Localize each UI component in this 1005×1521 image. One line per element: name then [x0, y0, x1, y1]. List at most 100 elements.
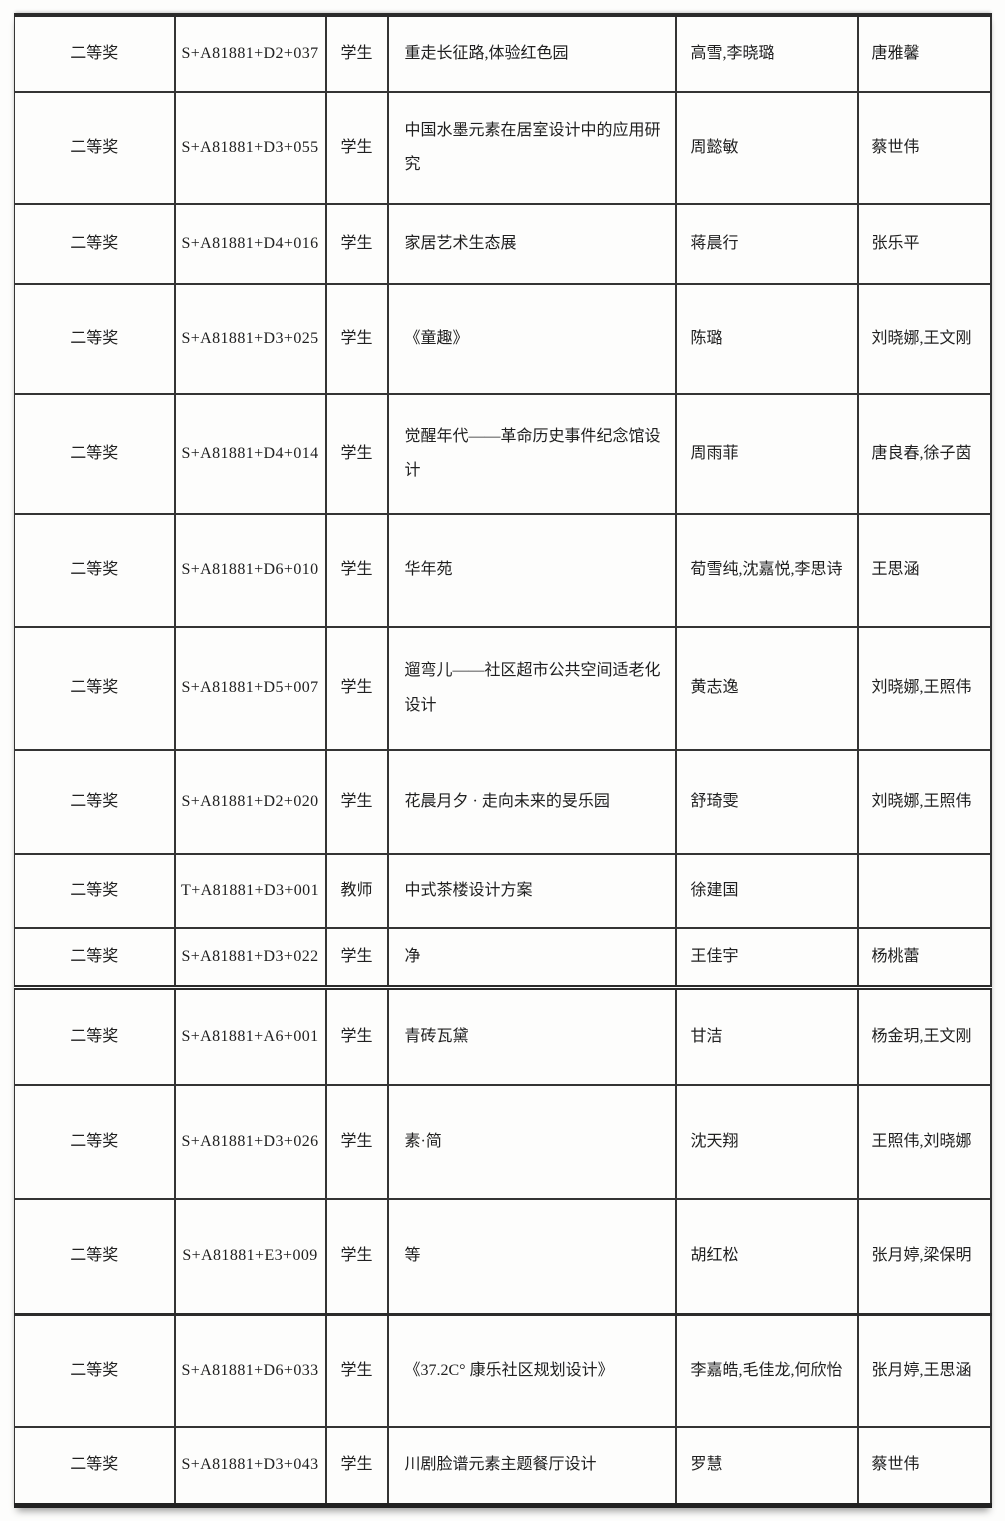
- identity-cell: 学生: [324, 1084, 389, 1200]
- identity-cell: 学生: [324, 393, 389, 515]
- advisors-cell: 杨桃蕾: [856, 927, 992, 990]
- authors-cell: 甘洁: [674, 986, 859, 1086]
- code-cell: S+A81881+D6+033: [173, 1313, 327, 1428]
- award-cell: 二等奖: [14, 1084, 176, 1200]
- identity-cell: 教师: [324, 853, 389, 929]
- award-cell: 二等奖: [14, 393, 176, 515]
- table-row: 二等奖 S+A81881+D6+010 学生 华年苑 荀雪纯,沈嘉悦,李思诗 王…: [14, 513, 992, 628]
- authors-cell: 蒋晨行: [674, 203, 859, 285]
- title-cell: 青砖瓦黛: [386, 986, 677, 1086]
- advisors-cell: [856, 853, 992, 929]
- advisors-cell: 蔡世伟: [856, 91, 992, 205]
- table-row: 二等奖 T+A81881+D3+001 教师 中式茶楼设计方案 徐建国: [14, 853, 992, 929]
- table-row: 二等奖 S+A81881+D3+026 学生 素·简 沈天翔 王照伟,刘晓娜: [14, 1084, 992, 1200]
- code-cell: S+A81881+D6+010: [173, 513, 327, 628]
- advisors-cell: 刘晓娜,王文刚: [856, 283, 992, 395]
- authors-cell: 荀雪纯,沈嘉悦,李思诗: [674, 513, 859, 628]
- advisors-cell: 张月婷,梁保明: [856, 1198, 992, 1316]
- table-row: 二等奖 S+A81881+D5+007 学生 遛弯儿——社区超市公共空间适老化设…: [14, 626, 992, 751]
- title-cell: 等: [386, 1198, 677, 1316]
- identity-cell: 学生: [324, 283, 389, 395]
- code-cell: S+A81881+D5+007: [173, 626, 327, 751]
- title-cell: 中式茶楼设计方案: [386, 853, 677, 929]
- advisors-cell: 张月婷,王思涵: [856, 1313, 992, 1428]
- table-row: 二等奖 S+A81881+E3+009 学生 等 胡红松 张月婷,梁保明: [14, 1198, 992, 1316]
- authors-cell: 高雪,李晓璐: [674, 13, 859, 93]
- authors-cell: 陈璐: [674, 283, 859, 395]
- table-row: 二等奖 S+A81881+D3+022 学生 净 王佳宇 杨桃蕾: [14, 927, 992, 990]
- identity-cell: 学生: [324, 203, 389, 285]
- code-cell: S+A81881+D4+014: [173, 393, 327, 515]
- authors-cell: 王佳宇: [674, 927, 859, 990]
- identity-cell: 学生: [324, 1313, 389, 1428]
- code-cell: S+A81881+D3+055: [173, 91, 327, 205]
- title-cell: 《童趣》: [386, 283, 677, 395]
- code-cell: S+A81881+D3+043: [173, 1426, 327, 1508]
- award-cell: 二等奖: [14, 1426, 176, 1508]
- award-cell: 二等奖: [14, 1313, 176, 1428]
- advisors-cell: 蔡世伟: [856, 1426, 992, 1508]
- code-cell: S+A81881+D2+020: [173, 749, 327, 855]
- title-cell: 素·简: [386, 1084, 677, 1200]
- advisors-cell: 王思涵: [856, 513, 992, 628]
- table-row: 二等奖 S+A81881+D2+020 学生 花晨月夕 · 走向未来的旻乐园 舒…: [14, 749, 992, 855]
- table-row: 二等奖 S+A81881+D4+016 学生 家居艺术生态展 蒋晨行 张乐平: [14, 203, 992, 285]
- advisors-cell: 刘晓娜,王照伟: [856, 626, 992, 751]
- award-cell: 二等奖: [14, 513, 176, 628]
- table-row: 二等奖 S+A81881+D3+043 学生 川剧脸谱元素主题餐厅设计 罗慧 蔡…: [14, 1426, 992, 1508]
- identity-cell: 学生: [324, 13, 389, 93]
- advisors-cell: 杨金玥,王文刚: [856, 986, 992, 1086]
- advisors-cell: 王照伟,刘晓娜: [856, 1084, 992, 1200]
- table-row: 二等奖 S+A81881+D6+033 学生 《37.2C° 康乐社区规划设计》…: [14, 1313, 992, 1428]
- title-cell: 觉醒年代——革命历史事件纪念馆设计: [386, 393, 677, 515]
- advisors-cell: 唐雅馨: [856, 13, 992, 93]
- award-cell: 二等奖: [14, 91, 176, 205]
- award-cell: 二等奖: [14, 927, 176, 990]
- identity-cell: 学生: [324, 749, 389, 855]
- title-cell: 华年苑: [386, 513, 677, 628]
- identity-cell: 学生: [324, 626, 389, 751]
- advisors-cell: 唐良春,徐子茵: [856, 393, 992, 515]
- award-cell: 二等奖: [14, 13, 176, 93]
- title-cell: 《37.2C° 康乐社区规划设计》: [386, 1313, 677, 1428]
- title-cell: 遛弯儿——社区超市公共空间适老化设计: [386, 626, 677, 751]
- award-cell: 二等奖: [14, 203, 176, 285]
- advisors-cell: 刘晓娜,王照伟: [856, 749, 992, 855]
- title-cell: 重走长征路,体验红色园: [386, 13, 677, 93]
- identity-cell: 学生: [324, 1198, 389, 1316]
- identity-cell: 学生: [324, 1426, 389, 1508]
- code-cell: S+A81881+A6+001: [173, 986, 327, 1086]
- code-cell: S+A81881+D3+022: [173, 927, 327, 990]
- award-cell: 二等奖: [14, 986, 176, 1086]
- award-cell: 二等奖: [14, 1198, 176, 1316]
- table-row: 二等奖 S+A81881+D3+055 学生 中国水墨元素在居室设计中的应用研究…: [14, 91, 992, 205]
- authors-cell: 罗慧: [674, 1426, 859, 1508]
- title-cell: 花晨月夕 · 走向未来的旻乐园: [386, 749, 677, 855]
- title-cell: 中国水墨元素在居室设计中的应用研究: [386, 91, 677, 205]
- code-cell: S+A81881+D3+026: [173, 1084, 327, 1200]
- authors-cell: 胡红松: [674, 1198, 859, 1316]
- table-row: 二等奖 S+A81881+D4+014 学生 觉醒年代——革命历史事件纪念馆设计…: [14, 393, 992, 515]
- awards-table: 二等奖 S+A81881+D2+037 学生 重走长征路,体验红色园 高雪,李晓…: [14, 13, 992, 1508]
- table-row: 二等奖 S+A81881+A6+001 学生 青砖瓦黛 甘洁 杨金玥,王文刚: [14, 986, 992, 1086]
- title-cell: 川剧脸谱元素主题餐厅设计: [386, 1426, 677, 1508]
- award-cell: 二等奖: [14, 853, 176, 929]
- identity-cell: 学生: [324, 927, 389, 990]
- authors-cell: 李嘉皓,毛佳龙,何欣怡: [674, 1313, 859, 1428]
- authors-cell: 周懿敏: [674, 91, 859, 205]
- code-cell: T+A81881+D3+001: [173, 853, 327, 929]
- table-row: 二等奖 S+A81881+D2+037 学生 重走长征路,体验红色园 高雪,李晓…: [14, 13, 992, 93]
- table-row: 二等奖 S+A81881+D3+025 学生 《童趣》 陈璐 刘晓娜,王文刚: [14, 283, 992, 395]
- code-cell: S+A81881+D2+037: [173, 13, 327, 93]
- identity-cell: 学生: [324, 91, 389, 205]
- authors-cell: 徐建国: [674, 853, 859, 929]
- authors-cell: 舒琦雯: [674, 749, 859, 855]
- title-cell: 净: [386, 927, 677, 990]
- identity-cell: 学生: [324, 986, 389, 1086]
- awards-table-body: 二等奖 S+A81881+D2+037 学生 重走长征路,体验红色园 高雪,李晓…: [14, 13, 992, 1508]
- advisors-cell: 张乐平: [856, 203, 992, 285]
- identity-cell: 学生: [324, 513, 389, 628]
- authors-cell: 沈天翔: [674, 1084, 859, 1200]
- code-cell: S+A81881+E3+009: [173, 1198, 327, 1316]
